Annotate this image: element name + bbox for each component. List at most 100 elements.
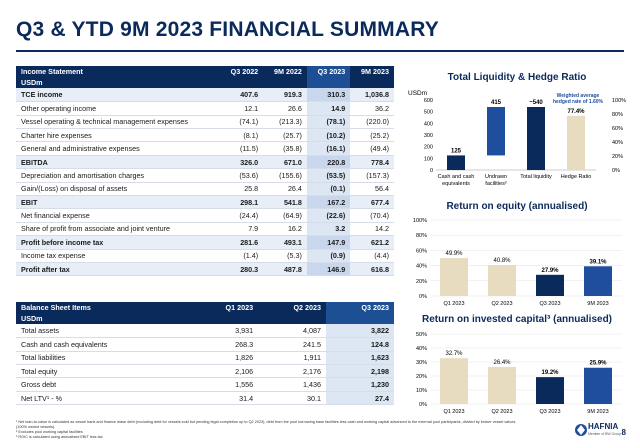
bar-3 — [584, 367, 612, 404]
row-label: Depreciation and amortisation charges — [16, 168, 220, 183]
y-tick-label: 80% — [416, 233, 427, 239]
row-label: Gross debt — [16, 377, 191, 392]
income-subheader-3 — [306, 77, 351, 89]
balance-header-0: Balance Sheet Items — [16, 302, 191, 314]
row-value: 12.1 — [219, 101, 264, 116]
row-value: (0.9) — [306, 249, 351, 263]
bar-0 — [447, 155, 465, 170]
data-label: 25.9% — [589, 361, 607, 367]
data-label: 40.8% — [493, 258, 511, 264]
row-label: Vessel operating & technical management … — [16, 115, 220, 130]
row-value: 616.8 — [350, 262, 394, 277]
table-row: Charter hire expenses (8.1) (25.7) (10.2) (2… — [16, 128, 394, 143]
row-value: 26.6 — [263, 101, 307, 116]
table-row: TCE income 407.6 919.3 310.3 1,036.8 — [16, 88, 394, 103]
y2-tick-label: 0% — [612, 168, 620, 174]
y-tick-label: 50% — [416, 332, 427, 338]
y-tick-label: 100 — [424, 156, 433, 162]
y-tick-label: 40% — [416, 264, 427, 270]
y2-tick-label: 100% — [612, 98, 626, 104]
data-label: 27.9% — [541, 268, 559, 274]
table-row: Cash and cash equivalents 268.3 241.5 124.8 — [16, 337, 394, 352]
row-value: 220.8 — [306, 155, 351, 170]
y2-tick-label: 80% — [612, 112, 623, 118]
row-value: 3,931 — [190, 324, 259, 339]
row-value: 487.8 — [263, 262, 307, 277]
balance-subheader-2 — [258, 313, 327, 325]
row-value: 3,822 — [326, 324, 394, 339]
income-subheader-4 — [350, 77, 394, 89]
row-value: 14.9 — [306, 101, 351, 116]
bar-2 — [536, 274, 564, 296]
row-value: 1,556 — [190, 377, 259, 392]
y-tick-label: 30% — [416, 360, 427, 366]
table-row: EBITDA 326.0 671.0 220.8 778.4 — [16, 155, 394, 170]
row-value: 14.2 — [350, 222, 394, 237]
row-value: 326.0 — [219, 155, 264, 170]
row-value: (49.4) — [350, 141, 394, 156]
row-value: 541.8 — [263, 195, 307, 210]
row-value: 1,911 — [258, 351, 327, 366]
y-tick-label: 500 — [424, 110, 433, 116]
logo-name: HAFNIA — [588, 422, 619, 431]
y-axis-title: USDm — [408, 90, 427, 97]
row-value: 2,106 — [190, 364, 259, 379]
row-value: 677.4 — [350, 195, 394, 210]
y-tick-label: 10% — [416, 388, 427, 394]
chart-title-roe: Return on equity (annualised) — [446, 201, 588, 212]
row-value: (25.7) — [263, 128, 307, 143]
table-row: Depreciation and amortisation charges (53… — [16, 168, 394, 183]
row-label: Net LTV¹ - % — [16, 391, 191, 406]
page-title: Q3 & YTD 9M 2023 FINANCIAL SUMMARY — [16, 18, 439, 41]
row-value: 1,436 — [258, 377, 327, 392]
table-row: Net financial expense (24.4) (64.9) (22.6)(… — [16, 208, 394, 223]
row-value: 30.1 — [258, 391, 327, 406]
x-tick-label: Cash and cash equivalents — [438, 174, 475, 187]
table-row: Income tax expense (1.4) (5.3) (0.9) (4.4) — [16, 249, 394, 263]
y-tick-label: 0 — [430, 168, 433, 174]
footnote-3: ³ ROIC is calculated using annualised EB… — [16, 435, 103, 439]
data-label: 39.1% — [589, 259, 607, 265]
row-value: (157.3) — [350, 168, 394, 183]
x-tick-label: 9M 2023 — [587, 409, 608, 415]
data-label: 49.9% — [445, 251, 463, 257]
row-value: 298.1 — [219, 195, 264, 210]
x-tick-label: Q3 2023 — [539, 409, 560, 415]
income-header-4: 9M 2023 — [350, 66, 394, 78]
page-number: 8 — [621, 428, 626, 437]
table-row: Vessel operating & technical management … — [16, 115, 394, 130]
row-label: Total assets — [16, 324, 191, 339]
row-value: 25.8 — [219, 182, 264, 197]
y-tick-label: 100% — [413, 218, 427, 224]
x-tick-label: Hedge Ratio — [561, 174, 592, 180]
bar-1 — [488, 264, 516, 296]
x-tick-label: Undrawn facilities² — [485, 174, 507, 187]
income-header-1: Q3 2022 — [219, 66, 264, 78]
row-value: (155.6) — [263, 168, 307, 183]
row-value: (53.5) — [306, 168, 351, 183]
row-value: (74.1) — [219, 115, 264, 130]
y2-tick-label: 40% — [612, 140, 623, 146]
bar-3 — [567, 115, 585, 170]
y2-tick-label: 60% — [612, 126, 623, 132]
row-value: 16.2 — [263, 222, 307, 237]
row-value: (25.2) — [350, 128, 394, 143]
row-value: (24.4) — [219, 208, 264, 223]
row-value: (1.4) — [219, 249, 264, 263]
chart-title-liquidity: Total Liquidity & Hedge Ratio — [447, 72, 587, 83]
row-label: Share of profit from associate and joint… — [16, 222, 220, 237]
row-value: (35.8) — [263, 141, 307, 156]
bar-1 — [487, 107, 505, 156]
title-divider — [16, 50, 624, 52]
row-value: 310.3 — [306, 88, 351, 103]
row-value: 27.4 — [326, 391, 394, 406]
row-value: (22.6) — [306, 208, 351, 223]
balance-sheet-table: Balance Sheet Items Q1 2023 Q2 2023 Q3 2023… — [16, 302, 394, 406]
y-tick-label: 0% — [419, 402, 427, 408]
data-label: 125 — [451, 148, 462, 154]
row-value: (5.3) — [263, 249, 307, 263]
y-tick-label: 600 — [424, 98, 433, 104]
table-row: Total assets 3,931 4,087 3,822 — [16, 324, 394, 339]
y-tick-label: 20% — [416, 374, 427, 380]
table-row: Share of profit from associate and joint… — [16, 222, 394, 237]
